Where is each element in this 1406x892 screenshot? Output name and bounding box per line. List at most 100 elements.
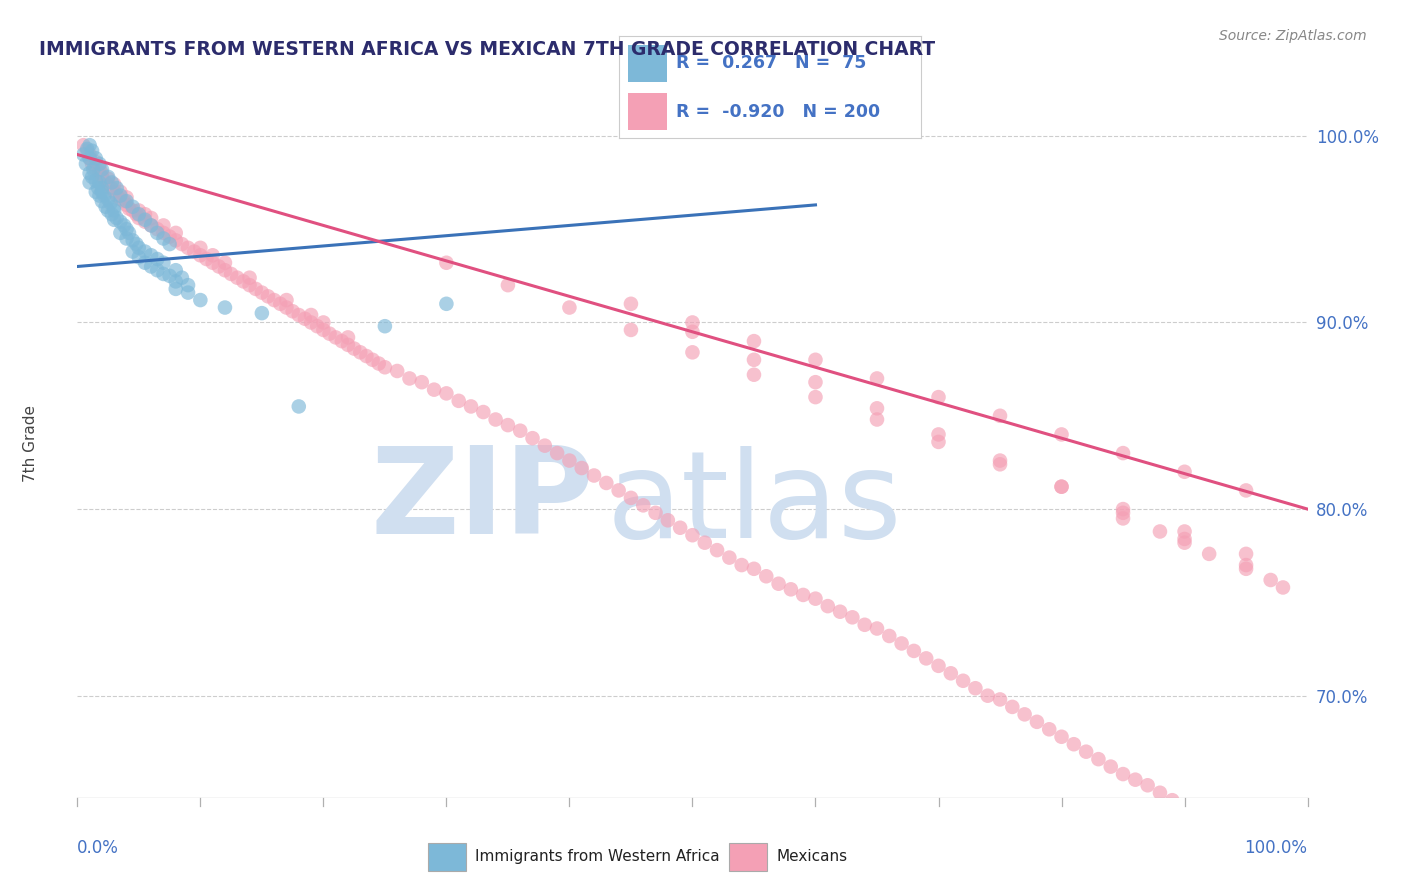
- Point: [546, 446, 568, 460]
- Point: [146, 222, 169, 236]
- Point: [159, 229, 181, 244]
- Point: [103, 178, 125, 192]
- Point: [79, 151, 101, 165]
- Point: [219, 267, 242, 281]
- Point: [125, 207, 148, 221]
- Point: [1149, 524, 1171, 539]
- Point: [141, 248, 163, 262]
- Point: [1026, 714, 1049, 729]
- Point: [1174, 524, 1197, 539]
- Point: [134, 244, 156, 259]
- Point: [97, 192, 120, 206]
- Point: [190, 248, 212, 262]
- Point: [742, 352, 765, 367]
- Point: [141, 260, 163, 274]
- Point: [965, 681, 987, 696]
- Point: [72, 147, 94, 161]
- Point: [1198, 814, 1220, 828]
- Point: [620, 491, 643, 505]
- Point: [250, 285, 273, 300]
- Point: [1223, 827, 1246, 841]
- Point: [208, 260, 231, 274]
- Point: [90, 166, 114, 180]
- Point: [105, 211, 128, 225]
- Point: [509, 424, 531, 438]
- Point: [134, 207, 156, 221]
- Text: Immigrants from Western Africa: Immigrants from Western Africa: [475, 849, 720, 864]
- Point: [1149, 786, 1171, 800]
- Point: [1050, 730, 1073, 744]
- Point: [436, 386, 458, 401]
- Point: [76, 142, 98, 156]
- Point: [125, 237, 148, 252]
- Point: [682, 528, 704, 542]
- Point: [103, 200, 125, 214]
- Point: [792, 588, 814, 602]
- Point: [89, 161, 111, 175]
- Point: [110, 188, 132, 202]
- Point: [250, 306, 273, 320]
- Point: [423, 383, 446, 397]
- Point: [165, 274, 187, 288]
- Point: [134, 212, 156, 227]
- Point: [1112, 446, 1135, 460]
- Point: [325, 330, 347, 344]
- Point: [1112, 506, 1135, 520]
- Point: [82, 144, 104, 158]
- Point: [152, 231, 174, 245]
- Point: [1050, 480, 1073, 494]
- Point: [299, 316, 322, 330]
- Bar: [427, 843, 467, 871]
- Point: [731, 558, 754, 572]
- Point: [75, 157, 97, 171]
- Bar: [627, 45, 666, 82]
- Point: [558, 301, 581, 315]
- Point: [755, 569, 778, 583]
- Point: [583, 468, 606, 483]
- Point: [170, 237, 193, 252]
- Point: [115, 190, 138, 204]
- Point: [89, 188, 111, 202]
- Point: [232, 274, 254, 288]
- Point: [928, 427, 950, 442]
- Point: [141, 211, 163, 225]
- Point: [128, 203, 150, 218]
- Point: [152, 256, 174, 270]
- Point: [522, 431, 544, 445]
- Text: atlas: atlas: [606, 445, 903, 563]
- Point: [1198, 547, 1220, 561]
- Point: [177, 241, 200, 255]
- Point: [121, 200, 143, 214]
- Point: [152, 226, 174, 240]
- Point: [988, 453, 1011, 467]
- Point: [1050, 480, 1073, 494]
- Point: [1050, 427, 1073, 442]
- Point: [1174, 465, 1197, 479]
- Point: [190, 293, 212, 307]
- Point: [1076, 745, 1098, 759]
- Point: [190, 241, 212, 255]
- Point: [177, 285, 200, 300]
- Point: [1174, 800, 1197, 814]
- Point: [121, 233, 143, 247]
- Point: [128, 250, 150, 264]
- Point: [90, 194, 114, 209]
- Point: [141, 219, 163, 233]
- Point: [1234, 547, 1257, 561]
- Point: [288, 400, 311, 414]
- Point: [1284, 864, 1306, 879]
- Bar: [728, 843, 768, 871]
- Text: Source: ZipAtlas.com: Source: ZipAtlas.com: [1219, 29, 1367, 43]
- Point: [1174, 535, 1197, 549]
- Point: [84, 151, 107, 165]
- Point: [915, 651, 938, 665]
- Point: [299, 308, 322, 322]
- Point: [84, 162, 107, 177]
- Point: [118, 202, 141, 216]
- Point: [214, 256, 236, 270]
- Point: [115, 231, 138, 245]
- Point: [103, 203, 125, 218]
- Point: [558, 453, 581, 467]
- Point: [84, 155, 107, 169]
- Point: [90, 162, 114, 177]
